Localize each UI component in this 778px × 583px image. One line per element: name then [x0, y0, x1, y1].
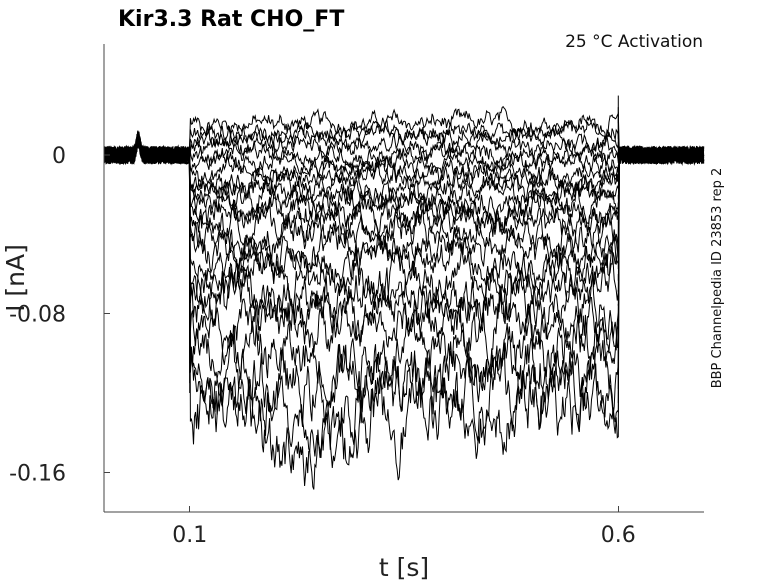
- current-trace: [103, 138, 705, 409]
- current-trace: [103, 131, 705, 166]
- trace-group: [103, 95, 705, 490]
- current-trace: [103, 105, 705, 165]
- current-trace: [103, 130, 705, 251]
- y-tick-label: 0: [52, 144, 66, 169]
- channelpedia-id-label: BBP Channelpedia ID 23853 rep 2: [710, 168, 725, 389]
- y-ticks: 0 -0.08 -0.16: [9, 144, 110, 486]
- y-axis-label: I [nA]: [1, 244, 30, 312]
- plot-area: 0 -0.08 -0.16 0.1 0.6: [9, 44, 705, 548]
- current-trace: [103, 130, 705, 351]
- current-trace: [103, 133, 705, 311]
- current-trace: [103, 136, 705, 281]
- x-tick-label: 0.6: [601, 523, 636, 548]
- x-axis-label: t [s]: [379, 553, 429, 582]
- condition-annotation: 25 °C Activation: [565, 32, 703, 52]
- current-trace: [103, 137, 705, 490]
- current-trace: [103, 131, 705, 180]
- chart-title: Kir3.3 Rat CHO_FT: [118, 7, 344, 32]
- x-tick-label: 0.1: [172, 523, 207, 548]
- current-trace: [103, 132, 705, 301]
- current-trace: [103, 144, 705, 225]
- x-ticks: 0.1 0.6: [172, 506, 636, 548]
- current-trace: [103, 130, 705, 210]
- y-tick-label: -0.08: [9, 303, 66, 328]
- current-trace: [103, 136, 705, 199]
- y-tick-label: -0.16: [9, 461, 66, 486]
- current-trace: [103, 120, 704, 166]
- current-trace: [103, 136, 705, 458]
